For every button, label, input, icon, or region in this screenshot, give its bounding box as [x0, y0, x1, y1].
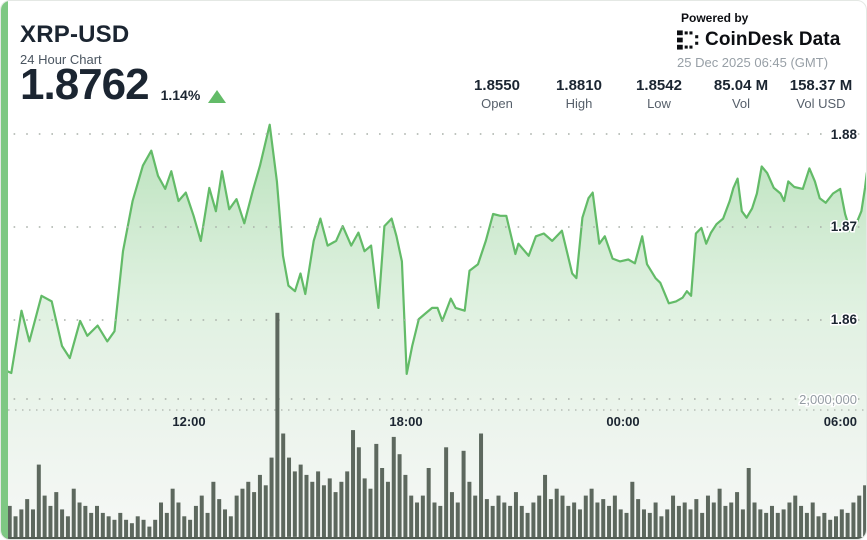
price-area-series — [1, 123, 866, 538]
up-arrow-icon — [208, 90, 227, 103]
stat-high-value: 1.8810 — [556, 77, 602, 94]
stat-vol: 85.04 M Vol — [714, 77, 768, 111]
price-value: 1.8762 — [20, 60, 150, 109]
stat-vol-usd: 158.37 M Vol USD — [790, 77, 853, 111]
x-axis-label-00: 00:00 — [606, 414, 639, 429]
brand-name: CoinDesk Data — [705, 29, 841, 50]
accent-stripe — [1, 1, 8, 539]
coindesk-logo-icon — [677, 30, 699, 50]
powered-by-label: Powered by — [681, 11, 749, 25]
timestamp: 25 Dec 2025 06:45 (GMT) — [677, 55, 829, 70]
stat-low-value: 1.8542 — [636, 77, 682, 94]
stat-vol-label: Vol — [731, 96, 751, 111]
stat-low: 1.8542 Low — [636, 77, 682, 111]
stat-open-value: 1.8550 — [474, 77, 520, 94]
y-axis-label-1-87: 1.87 — [831, 219, 857, 234]
coindesk-data-link[interactable]: CoinDesk Data — [677, 29, 855, 51]
volume-bars — [1, 312, 866, 538]
stat-high: 1.8810 High — [556, 77, 602, 111]
stats-row: 1.8550 Open 1.8810 High 1.8542 Low 85.04… — [1, 77, 866, 117]
symbol-title: XRP-USD — [20, 21, 130, 48]
stat-vol-usd-value: 158.37 M — [789, 77, 853, 94]
stat-low-label: Low — [647, 96, 671, 111]
x-axis-label-12: 12:00 — [172, 414, 205, 429]
x-axis-label-18: 18:00 — [389, 414, 422, 429]
stat-vol-usd-label: Vol USD — [796, 96, 846, 111]
chart-baseline — [1, 537, 866, 539]
price-change-percent: 1.14% — [160, 87, 201, 103]
stat-open-label: Open — [481, 96, 513, 111]
y-axis-label-1-88: 1.88 — [831, 127, 858, 142]
chart-subtitle: 24 Hour Chart — [20, 52, 102, 67]
volume-axis-label: 2,000,000 — [799, 392, 857, 407]
y-axis-label-1-86: 1.86 — [831, 312, 858, 327]
stat-vol-value: 85.04 M — [713, 77, 769, 94]
stat-high-label: High — [565, 96, 593, 111]
x-axis-label-06: 06:00 — [824, 414, 857, 429]
stat-open: 1.8550 Open — [474, 77, 520, 111]
